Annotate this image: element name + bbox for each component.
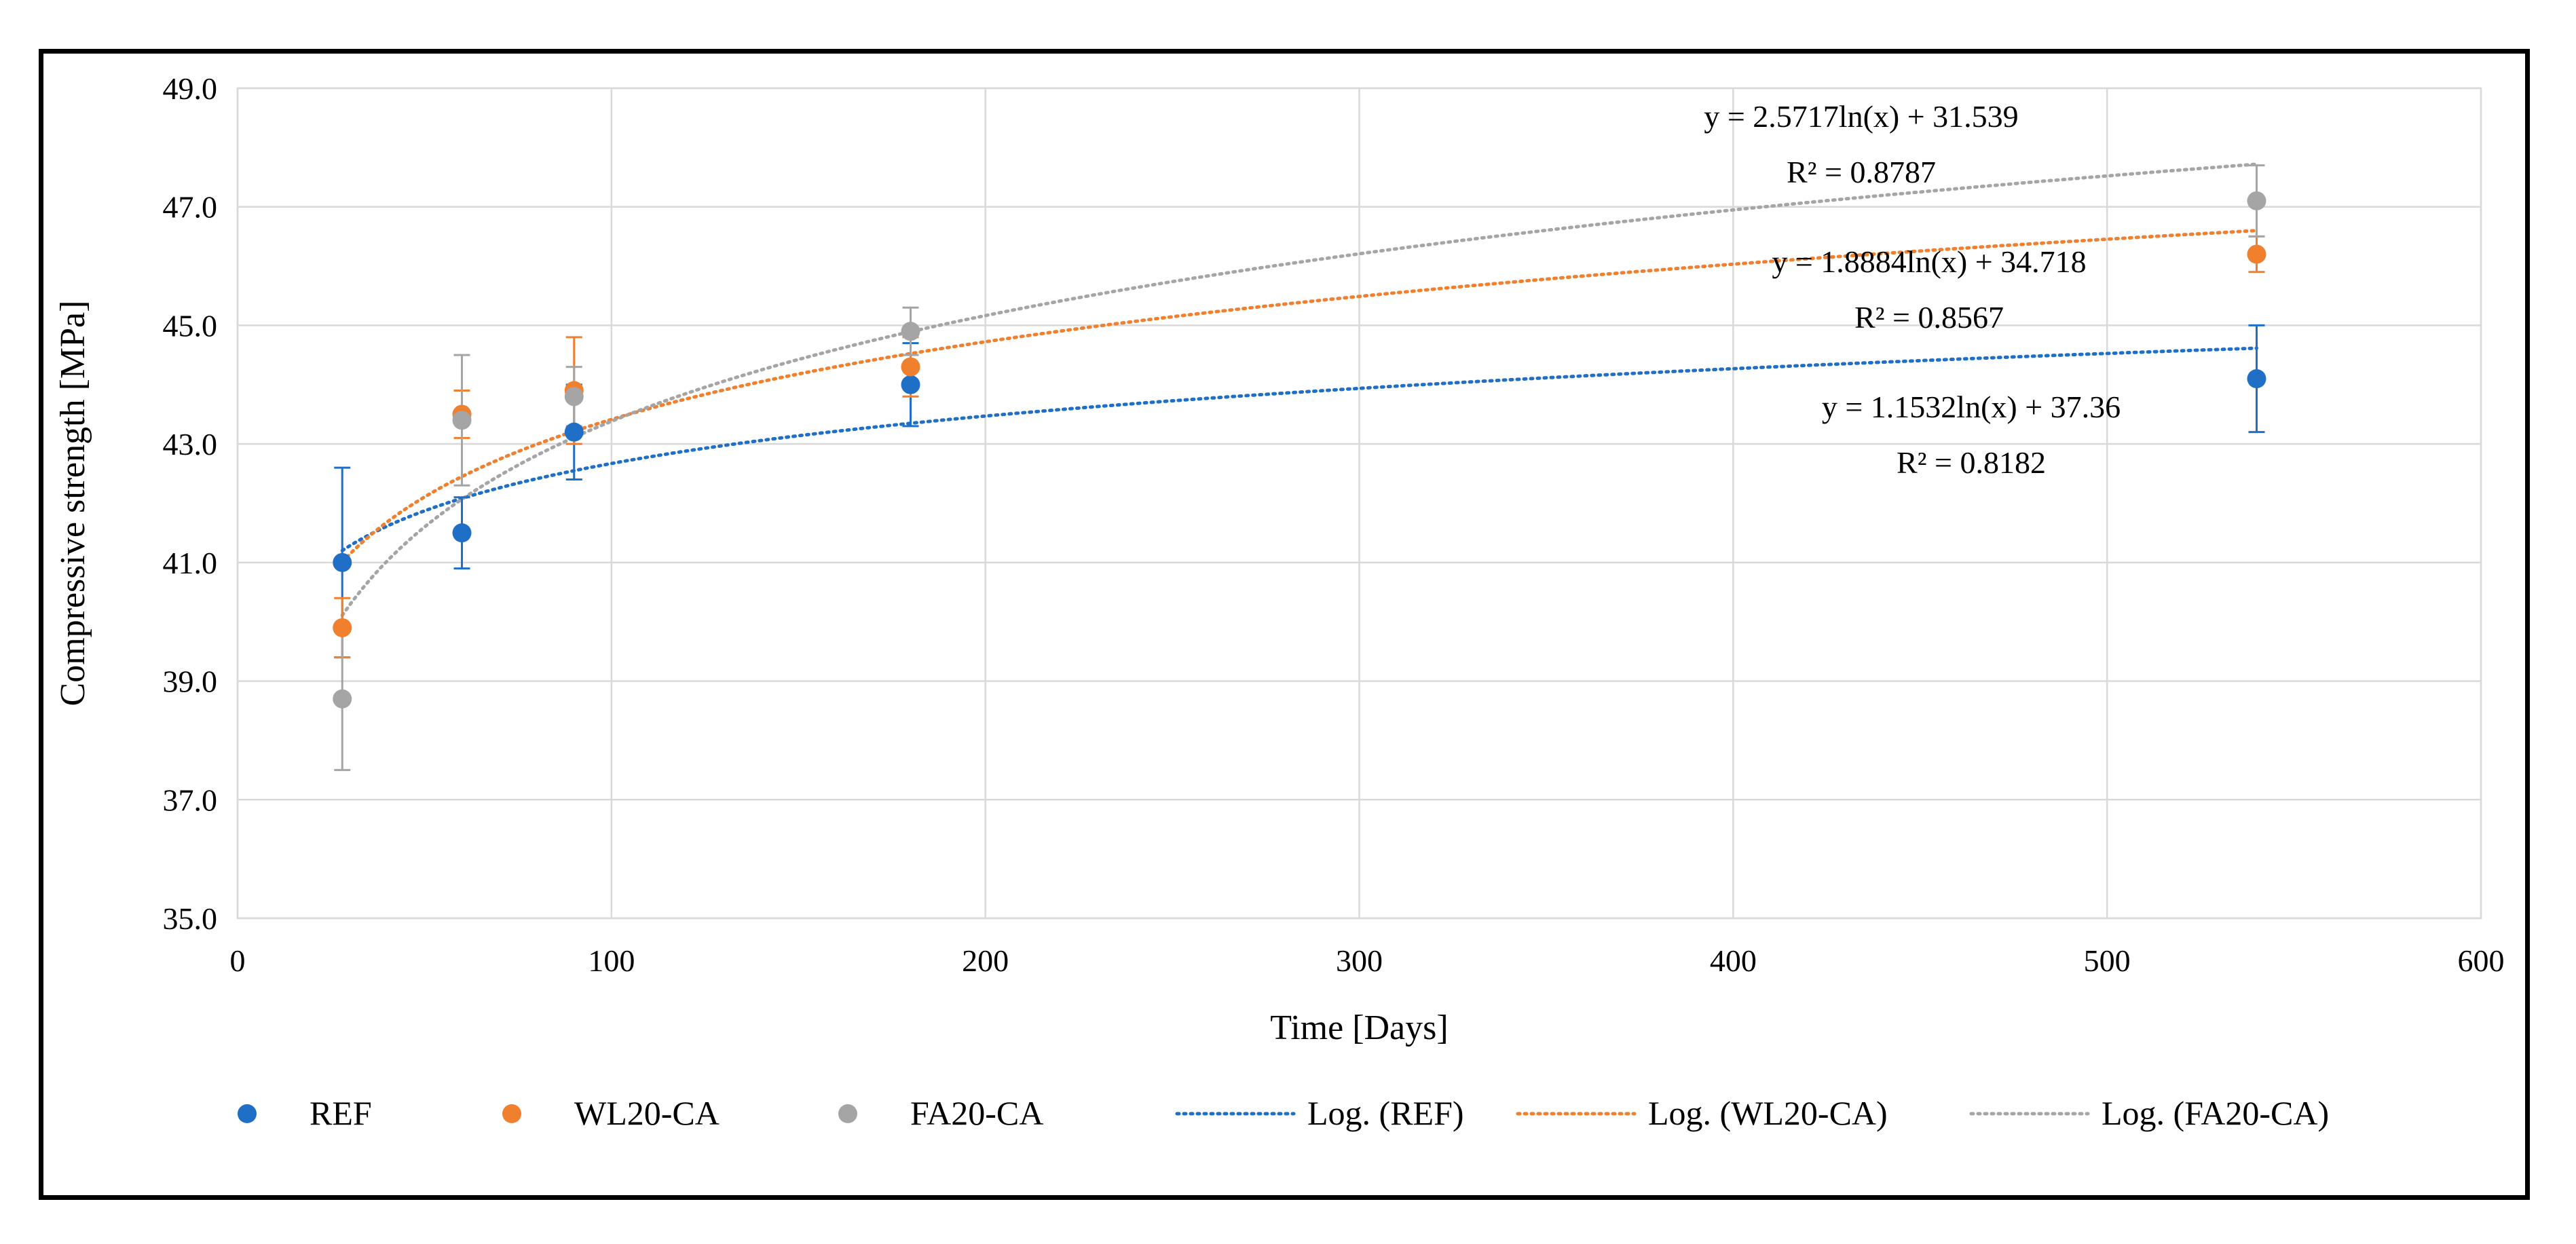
chart-svg: 35.0 37.0 39.0 41.0 43.0 45.0 47.0 49.0 0 100 200 3… <box>54 71 2505 1132</box>
trendline-r2-ref: R² = 0.8182 <box>1897 445 2046 480</box>
y-axis-title: Compressive strength [MPa] <box>54 301 92 706</box>
data-point-fa20-ca <box>333 689 352 709</box>
data-point-fa20-ca <box>452 411 472 430</box>
y-tick-label: 41.0 <box>163 546 218 580</box>
x-tick-label: 0 <box>230 943 246 978</box>
legend-label-ref: REF <box>310 1094 372 1132</box>
legend-label-wl20-ca: WL20-CA <box>574 1094 720 1132</box>
plot-area-border <box>236 87 2482 920</box>
data-point-wl20-ca <box>333 618 352 637</box>
trendline-r2-fa20-ca: R² = 0.8787 <box>1787 155 1936 189</box>
legend-label-trend-fa20-ca: Log. (FA20-CA) <box>2102 1094 2329 1132</box>
x-tick-label: 500 <box>2084 943 2131 978</box>
x-tick-label: 600 <box>2458 943 2505 978</box>
y-tick-label: 35.0 <box>163 901 218 936</box>
trendline-wl20-ca <box>340 229 2258 564</box>
trendline-ref <box>340 346 2258 552</box>
data-point-fa20-ca <box>564 387 584 407</box>
trendline-equation-fa20-ca: y = 2.5717ln(x) + 31.539 <box>1704 99 2018 134</box>
legend-label-trend-ref: Log. (REF) <box>1307 1094 1464 1132</box>
x-tick-label: 100 <box>588 943 635 978</box>
x-tick-label: 300 <box>1336 943 1383 978</box>
chart-frame: 35.0 37.0 39.0 41.0 43.0 45.0 47.0 49.0 0 100 200 3… <box>39 49 2530 1200</box>
data-point-wl20-ca <box>901 357 920 377</box>
data-point-ref <box>452 523 472 543</box>
data-point-ref <box>564 422 584 442</box>
legend-marker-fa20-ca <box>838 1104 857 1123</box>
y-tick-label: 37.0 <box>163 783 218 817</box>
data-point-fa20-ca <box>2247 191 2266 210</box>
trendline-equation-ref: y = 1.1532ln(x) + 37.36 <box>1822 390 2121 424</box>
data-point-ref <box>333 552 352 572</box>
y-tick-label: 49.0 <box>163 71 218 106</box>
y-tick-label: 39.0 <box>163 664 218 699</box>
legend-label-trend-wl20-ca: Log. (WL20-CA) <box>1648 1094 1888 1132</box>
y-tick-label: 45.0 <box>163 308 218 343</box>
data-point-fa20-ca <box>901 322 920 341</box>
y-tick-label: 43.0 <box>163 427 218 461</box>
data-point-ref <box>901 375 920 394</box>
y-tick-label: 47.0 <box>163 190 218 225</box>
data-point-wl20-ca <box>2247 244 2266 264</box>
legend-label-fa20-ca: FA20-CA <box>910 1094 1043 1132</box>
x-tick-label: 200 <box>962 943 1009 978</box>
legend-marker-wl20-ca <box>502 1104 521 1123</box>
legend-marker-ref <box>238 1104 257 1123</box>
data-point-ref <box>2247 369 2266 389</box>
trendline-fa20-ca <box>340 162 2258 618</box>
trendline-equation-wl20-ca: y = 1.8884ln(x) + 34.718 <box>1772 244 2086 279</box>
trendline-r2-wl20-ca: R² = 0.8567 <box>1854 300 2004 335</box>
x-axis-title: Time [Days] <box>1270 1009 1448 1047</box>
x-tick-label: 400 <box>1710 943 1757 978</box>
